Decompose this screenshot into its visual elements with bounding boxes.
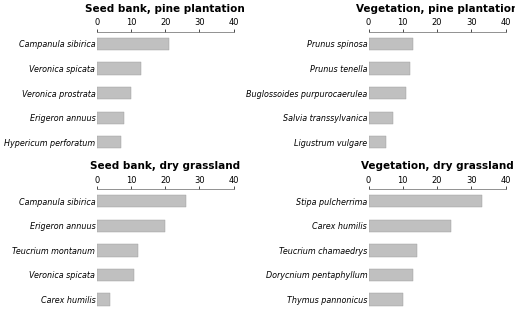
Bar <box>369 220 451 232</box>
Bar <box>369 62 409 75</box>
Bar <box>97 220 165 232</box>
Title: Seed bank, pine plantation: Seed bank, pine plantation <box>85 4 245 14</box>
Bar <box>97 244 138 257</box>
Bar <box>97 195 186 207</box>
Bar <box>97 293 110 306</box>
Bar <box>97 87 131 99</box>
Bar <box>97 38 168 50</box>
Title: Seed bank, dry grassland: Seed bank, dry grassland <box>90 161 241 172</box>
Title: Vegetation, dry grassland: Vegetation, dry grassland <box>360 161 513 172</box>
Bar <box>97 62 141 75</box>
Bar <box>369 269 413 281</box>
Bar <box>369 244 417 257</box>
Bar <box>97 112 124 124</box>
Bar <box>369 112 392 124</box>
Bar <box>369 136 386 149</box>
Bar <box>369 195 482 207</box>
Bar <box>97 136 121 149</box>
Bar <box>369 293 403 306</box>
Bar <box>369 87 406 99</box>
Title: Vegetation, pine plantation: Vegetation, pine plantation <box>356 4 515 14</box>
Bar <box>97 269 134 281</box>
Bar <box>369 38 413 50</box>
